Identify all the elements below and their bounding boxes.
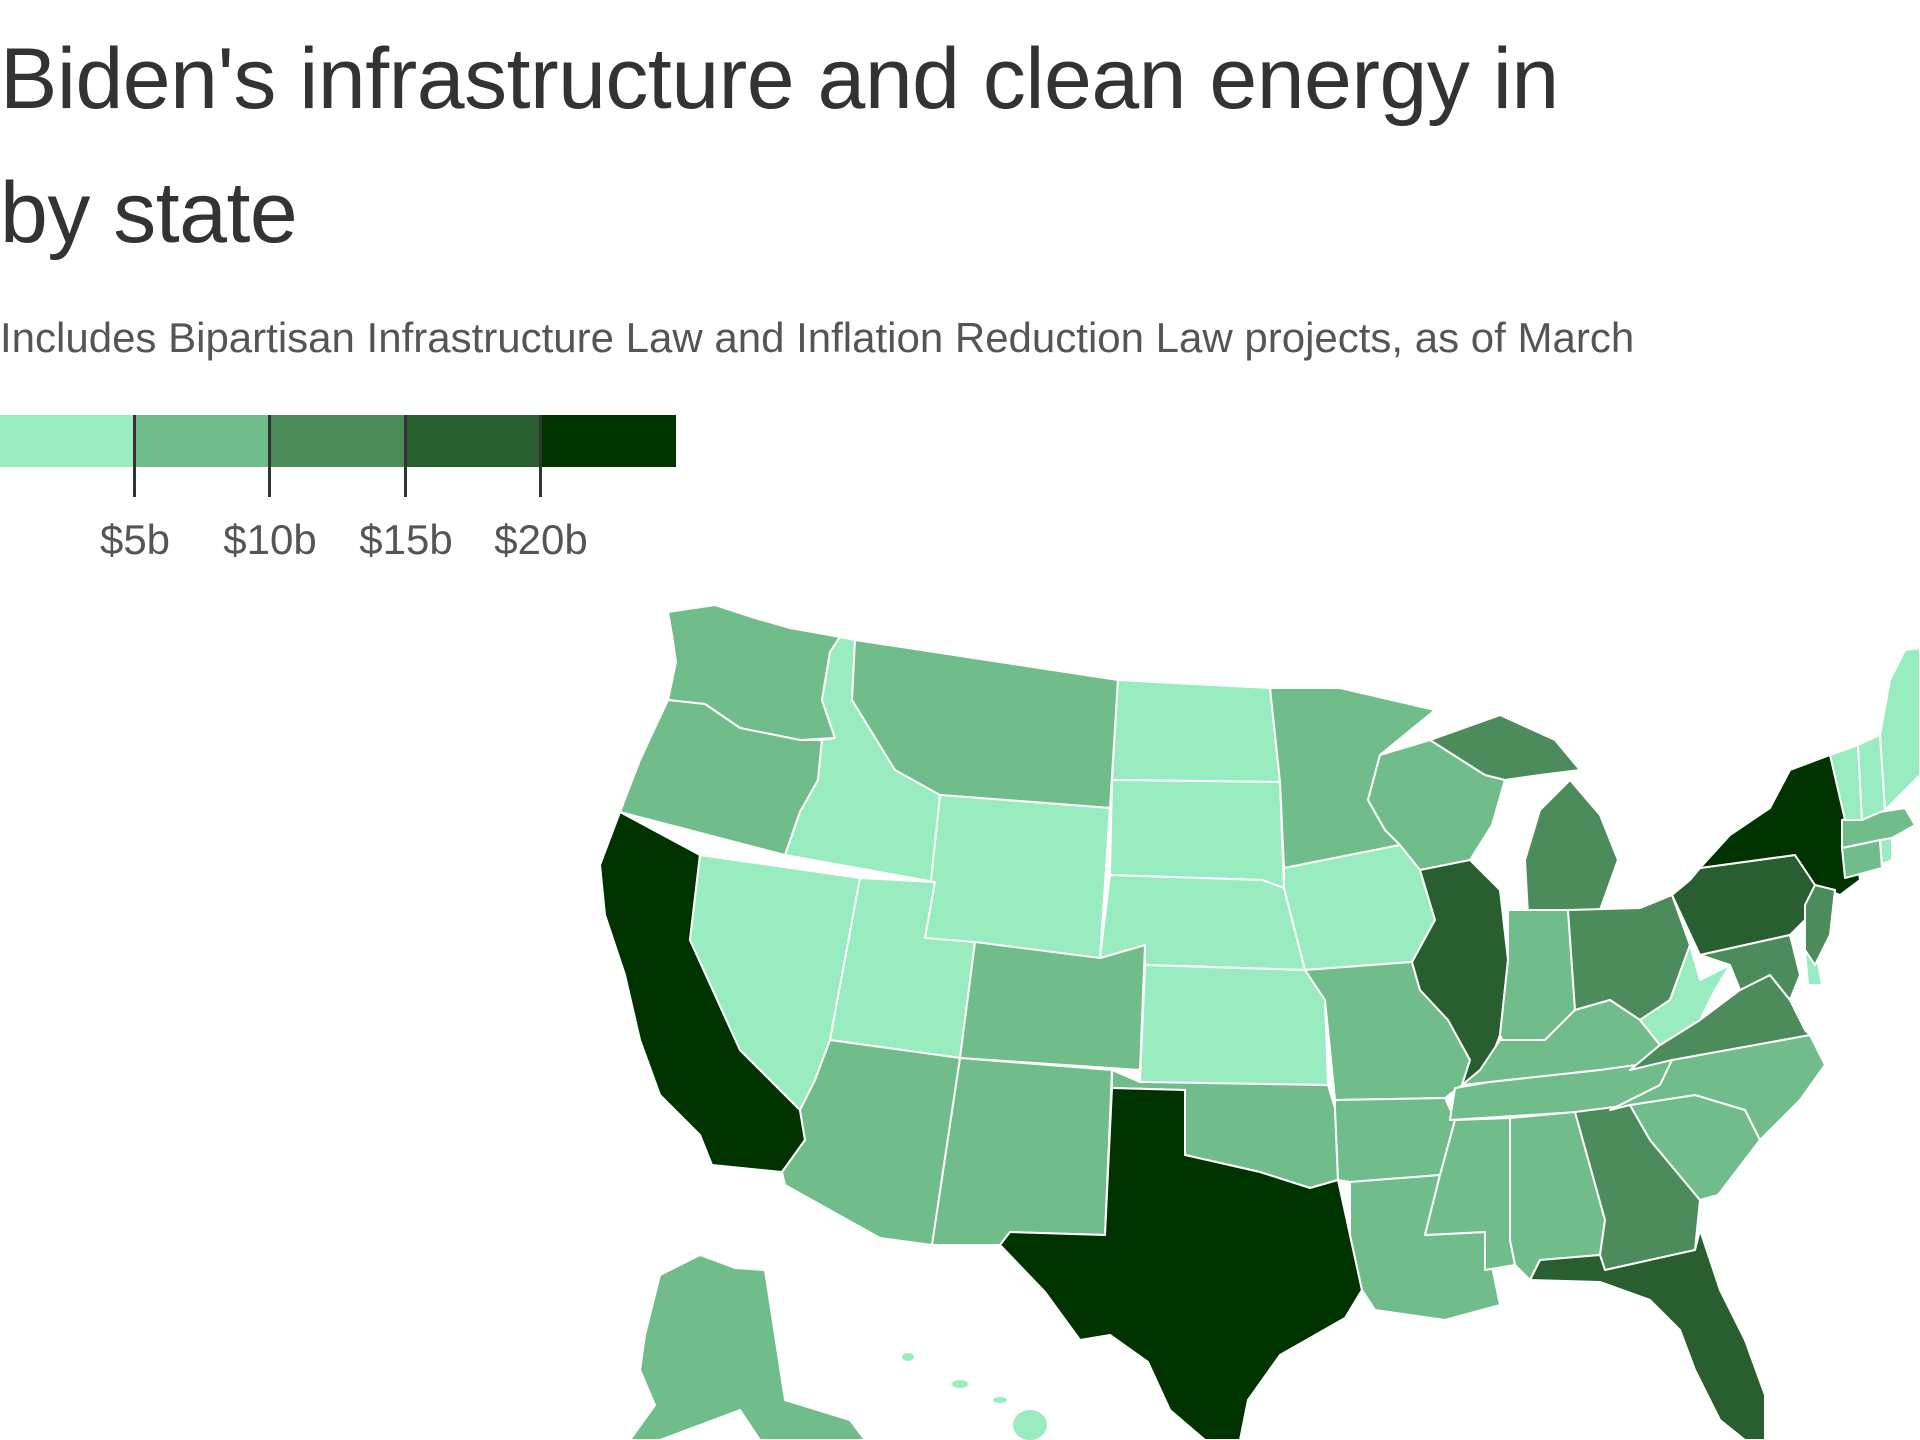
state-north-dakota[interactable] [1111,679,1281,783]
state-alaska[interactable] [629,1254,866,1440]
state-north-carolina[interactable] [1609,1034,1826,1141]
legend-label-20b: $20b [494,516,588,563]
state-kansas[interactable] [1139,964,1329,1086]
legend-tick-20b [539,415,542,497]
legend-tick-10b [268,415,271,497]
state-south-dakota[interactable] [1109,779,1285,889]
state-maryland[interactable] [1699,934,1801,1001]
state-texas[interactable] [999,1087,1363,1440]
legend-tick-15b [404,415,407,497]
state-maine[interactable] [1879,647,1920,811]
us-state-map [599,604,1920,1440]
legend-label-10b: $10b [223,516,317,563]
state-iowa[interactable] [1283,844,1436,971]
legend-swatch-3 [270,415,406,467]
state-michigan[interactable] [1429,714,1619,916]
state-new-jersey[interactable] [1804,884,1836,966]
legend-tick-5b [133,415,136,497]
legend-swatch-2 [135,415,271,467]
state-arkansas[interactable] [1334,1097,1456,1183]
chart-subtitle: Includes Bipartisan Infrastructure Law a… [0,314,1635,361]
legend-swatch-1 [0,415,136,467]
chart-title-line-2: by state [0,165,298,261]
legend-swatch-5 [540,415,676,467]
legend-swatch-4 [405,415,541,467]
color-legend: $5b $10b $15b $20b [0,415,680,570]
chart-title-line-1: Biden's infrastructure and clean energy … [0,31,1559,127]
chart-title: Biden's infrastructure and clean energy … [0,12,1920,280]
legend-label-5b: $5b [99,516,171,563]
state-florida[interactable] [1529,1229,1766,1440]
state-pennsylvania[interactable] [1671,854,1816,956]
state-colorado[interactable] [959,941,1146,1071]
legend-color-bar [0,415,676,467]
legend-label-15b: $15b [359,516,453,563]
state-wyoming[interactable] [924,794,1111,959]
state-new-mexico[interactable] [931,1057,1113,1246]
state-hawaii[interactable] [900,1351,1049,1440]
state-rhode-island[interactable] [1879,837,1893,865]
